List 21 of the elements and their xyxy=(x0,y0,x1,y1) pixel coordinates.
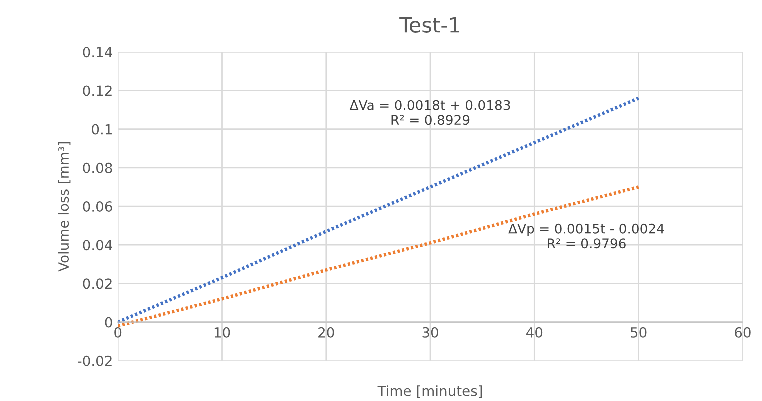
x-tick-label: 20 xyxy=(318,327,334,338)
x-tick-label: 50 xyxy=(631,327,647,338)
y-tick-label: 0.1 xyxy=(92,124,112,135)
x-tick-label: 10 xyxy=(214,327,230,338)
x-tick-label: 0 xyxy=(114,327,122,338)
x-tick-label: 40 xyxy=(526,327,543,338)
y-tick-label: -0.02 xyxy=(78,356,112,366)
annotation: ΔVa = 0.0018t + 0.0183 R² = 0.8929 xyxy=(350,100,510,126)
y-tick-label: 0.08 xyxy=(83,162,112,174)
x-tick-label: 60 xyxy=(735,327,751,338)
y-tick-label: 0.06 xyxy=(83,201,112,212)
annotation: ΔVp = 0.0015t - 0.0024 R² = 0.9796 xyxy=(508,224,664,249)
y-tick-label: 0.14 xyxy=(83,47,112,58)
y-tick-label: 0.02 xyxy=(83,278,112,290)
chart-title: Test-1 xyxy=(400,17,460,33)
y-tick-label: 0 xyxy=(105,317,112,328)
y-axis-title: Volume loss [mm³] xyxy=(58,142,71,272)
x-axis-title: Time [minutes] xyxy=(378,386,482,398)
y-tick-label: 0.04 xyxy=(83,240,112,251)
y-tick-label: 0.12 xyxy=(83,86,112,96)
x-tick-label: 30 xyxy=(422,327,438,338)
